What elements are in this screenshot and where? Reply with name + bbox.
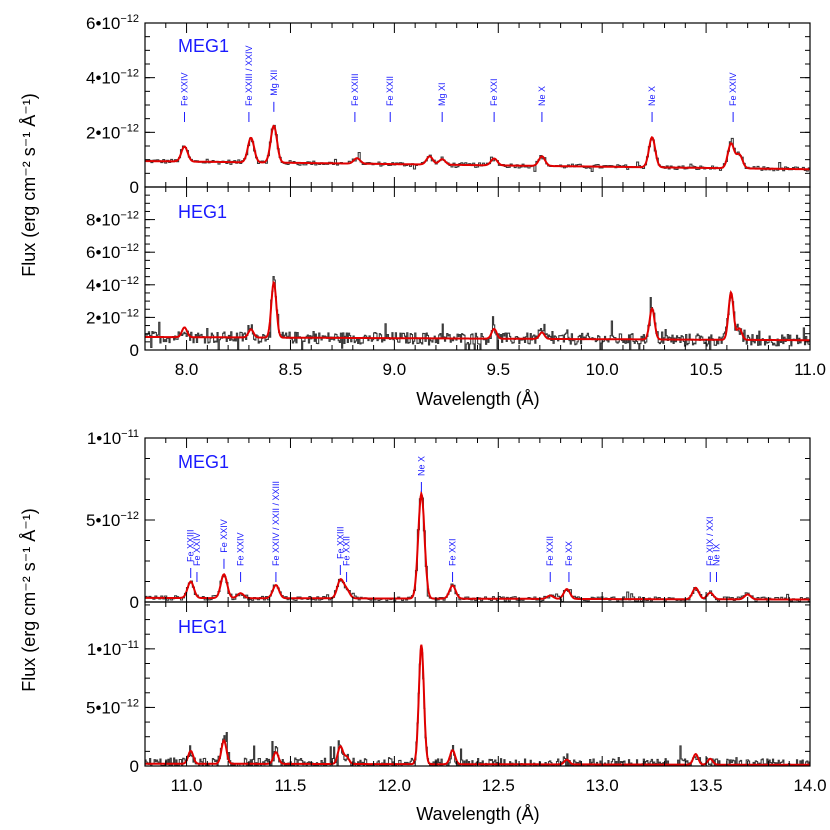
model-curve-bottom-HEG1: [145, 644, 810, 766]
line-id-label-bottom-MEG1-11: Fe XIX / XXI: [705, 516, 715, 566]
line-id-label-bottom-MEG1-5: Fe XXIII: [335, 526, 345, 559]
panel-label-top-heg1: HEG1: [178, 202, 227, 222]
y-tick-label-bottom-MEG1-2: 1•10−11: [87, 428, 139, 448]
x-axis-title-bottom: Wavelength (Å): [416, 804, 539, 824]
x-tick-label-top-HEG1-2: 9.0: [383, 360, 407, 379]
y-tick-label-bottom-MEG1-0: 0: [130, 593, 139, 612]
y-tick-label-top-HEG1-1: 2•10−12: [86, 307, 139, 327]
line-id-label-bottom-MEG1-10: Fe XX: [564, 541, 574, 566]
plot-frame-bottom-HEG1: [144, 601, 811, 767]
x-tick-label-bottom-HEG1-2: 12.0: [378, 776, 411, 795]
y-tick-label-top-HEG1-4: 8•10−12: [86, 210, 139, 230]
y-tick-label-bottom-HEG1-1: 5•10−12: [86, 697, 139, 717]
y-tick-label-top-HEG1-3: 6•10−12: [86, 242, 139, 262]
line-id-label-top-MEG1-3: Fe XXIII: [350, 73, 360, 106]
line-id-label-top-MEG1-1: Fe XXIII / XXIV: [244, 45, 254, 106]
plot-frame-top-HEG1: [144, 186, 811, 351]
line-id-label-bottom-MEG1-6: Fe XXII: [342, 536, 352, 566]
y-axis-title-top: Flux (erg cm⁻² s⁻¹ Å⁻¹): [19, 93, 39, 277]
line-id-label-top-MEG1-2: Mg XII: [269, 70, 279, 96]
x-axis-title-top: Wavelength (Å): [416, 389, 539, 409]
line-id-label-top-MEG1-6: Fe XXI: [489, 78, 499, 106]
x-tick-label-top-HEG1-5: 10.5: [690, 360, 723, 379]
panel-top-MEG1: Fe XXIV Fe XXIII / XXIV Mg XII Fe XXIII Fe X…: [144, 22, 811, 188]
x-tick-label-bottom-HEG1-3: 12.5: [482, 776, 515, 795]
x-tick-label-bottom-HEG1-0: 11.0: [171, 776, 203, 795]
line-id-label-top-MEG1-0: Fe XXIV: [180, 72, 190, 106]
line-id-label-bottom-MEG1-12: Ne IX: [712, 543, 722, 566]
line-id-label-top-MEG1-4: Fe XXII: [385, 76, 395, 106]
line-id-label-top-MEG1-8: Ne X: [647, 86, 657, 106]
panel-label-top-meg1: MEG1: [178, 36, 229, 56]
y-tick-label-top-HEG1-2: 4•10−12: [86, 275, 139, 295]
y-tick-label-bottom-MEG1-1: 5•10−12: [86, 510, 139, 530]
line-id-label-bottom-MEG1-0: Fe XXIII: [186, 529, 196, 562]
line-id-label-top-MEG1-7: Ne X: [537, 86, 547, 106]
y-tick-label-bottom-HEG1-0: 0: [130, 757, 139, 776]
x-tick-label-top-HEG1-3: 9.5: [486, 360, 510, 379]
x-tick-label-top-HEG1-0: 8.0: [175, 360, 199, 379]
x-tick-label-bottom-HEG1-1: 11.5: [275, 776, 307, 795]
y-tick-label-top-MEG1-0: 0: [130, 178, 139, 197]
line-id-label-top-MEG1-5: Mg XI: [437, 82, 447, 106]
y-axis-title-bottom: Flux (erg cm⁻² s⁻¹ Å⁻¹): [19, 508, 39, 692]
line-id-label-bottom-MEG1-1: Fe XXIV: [192, 532, 202, 566]
x-tick-label-bottom-HEG1-5: 13.5: [690, 776, 723, 795]
data-histogram-bottom-HEG1: [145, 646, 810, 767]
line-id-label-bottom-MEG1-3: Fe XXIV: [236, 532, 246, 566]
x-tick-label-bottom-HEG1-6: 14.0: [793, 776, 826, 795]
line-id-label-bottom-MEG1-8: Fe XXI: [448, 538, 458, 566]
y-tick-label-top-HEG1-0: 0: [130, 341, 139, 360]
model-curve-top-MEG1: [145, 124, 810, 171]
line-id-label-bottom-MEG1-9: Fe XXII: [545, 536, 555, 566]
line-id-label-bottom-MEG1-7: Ne X: [416, 456, 426, 476]
panel-label-bottom-meg1: MEG1: [178, 452, 229, 472]
model-curve-top-HEG1: [145, 280, 810, 342]
panel-label-bottom-heg1: HEG1: [178, 617, 227, 637]
line-id-label-bottom-MEG1-4: Fe XXIV / XXII / XXIII: [271, 481, 281, 566]
x-tick-label-top-HEG1-1: 8.5: [279, 360, 303, 379]
panel-bottom-HEG1: 11.0 11.5 12.0 12.5 13.0 13.5 14.0: [144, 601, 827, 795]
y-tick-label-bottom-HEG1-2: 1•10−11: [87, 639, 139, 659]
x-tick-label-bottom-HEG1-4: 13.0: [586, 776, 619, 795]
panel-top-HEG1: 8.0 8.5 9.0 9.5 10.0 10.5 11.0: [144, 186, 826, 379]
y-tick-label-top-MEG1-1: 2•10−12: [86, 122, 139, 142]
y-tick-label-top-MEG1-3: 6•10−12: [86, 13, 139, 33]
y-tick-label-top-MEG1-2: 4•10−12: [86, 68, 139, 88]
line-id-label-bottom-MEG1-2: Fe XXIV: [219, 519, 229, 553]
line-id-label-top-MEG1-9: Fe XXIV: [728, 72, 738, 106]
data-histogram-top-HEG1: [145, 276, 810, 351]
x-tick-label-top-HEG1-4: 10.0: [586, 360, 619, 379]
x-tick-label-top-HEG1-6: 11.0: [794, 360, 826, 379]
